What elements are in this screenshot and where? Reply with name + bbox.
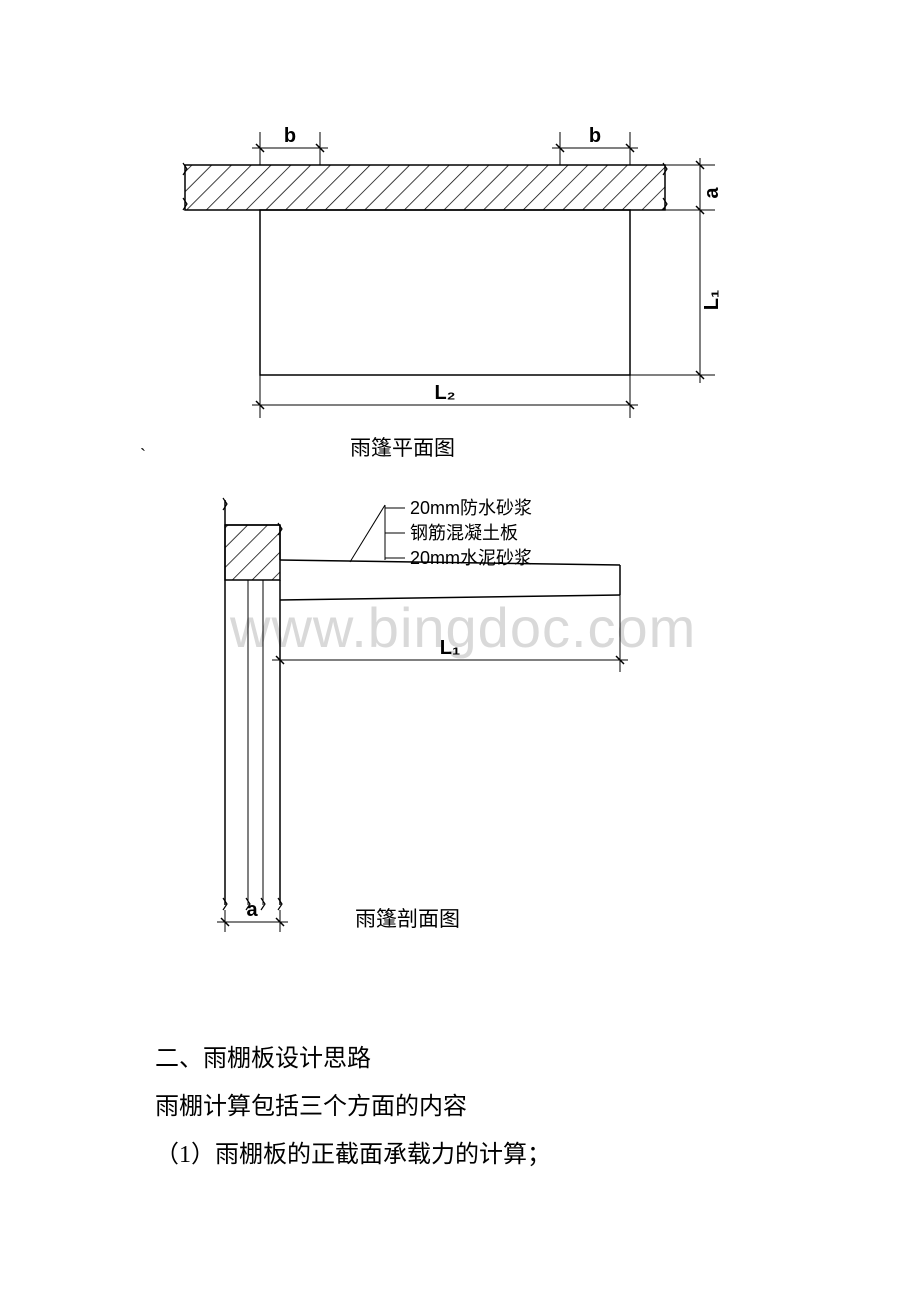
section-view-svg: 20mm防水砂浆 钢筋混凝土板 20mm水泥砂浆 L₁ a [0,0,760,960]
dim-a-section: a [246,899,258,921]
section-view-caption: 雨篷剖面图 [355,903,460,933]
section-label-1: 20mm防水砂浆 [410,498,532,518]
section-label-3: 20mm水泥砂浆 [410,548,532,568]
section-label-2: 钢筋混凝土板 [410,523,518,543]
section-view-diagram: 20mm防水砂浆 钢筋混凝土板 20mm水泥砂浆 L₁ a [0,0,760,965]
text-line-2: （1）雨棚板的正截面承载力的计算； [155,1131,551,1179]
text-line-1: 雨棚计算包括三个方面的内容 [155,1083,467,1131]
dim-L1-section: L₁ [440,637,461,659]
heading-2: 二、雨棚板设计思路 [155,1035,371,1083]
